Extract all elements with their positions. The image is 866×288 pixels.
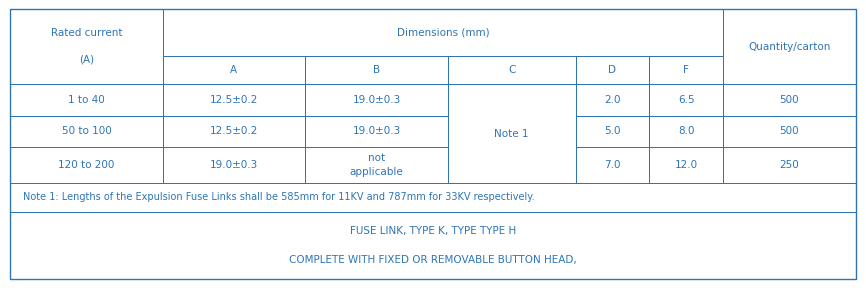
Text: 6.5: 6.5 (678, 95, 695, 105)
Text: 50 to 100: 50 to 100 (61, 126, 112, 136)
Text: F: F (683, 65, 689, 75)
Bar (650, 56, 723, 84)
Text: not
applicable: not applicable (350, 154, 404, 177)
Bar (10, 115, 163, 147)
Bar (305, 56, 448, 84)
Text: Quantity/carton: Quantity/carton (748, 41, 830, 52)
Bar (163, 56, 305, 84)
Text: 19.0±0.3: 19.0±0.3 (210, 160, 258, 170)
Bar (576, 56, 650, 84)
Text: 7.0: 7.0 (604, 160, 621, 170)
Bar (448, 56, 576, 84)
Bar (650, 147, 723, 183)
Bar (650, 84, 723, 115)
Text: FUSE LINK, TYPE K, TYPE TYPE H: FUSE LINK, TYPE K, TYPE TYPE H (350, 226, 516, 236)
Text: 12.5±0.2: 12.5±0.2 (210, 95, 258, 105)
Text: 120 to 200: 120 to 200 (58, 160, 115, 170)
Bar (576, 115, 650, 147)
Text: Dimensions (mm): Dimensions (mm) (397, 27, 489, 37)
Text: 19.0±0.3: 19.0±0.3 (352, 95, 401, 105)
Bar (163, 9, 723, 56)
Text: 2.0: 2.0 (604, 95, 621, 105)
Bar (305, 147, 448, 183)
Bar (10, 183, 856, 212)
Bar (576, 147, 650, 183)
Bar (10, 84, 163, 115)
Text: 500: 500 (779, 126, 799, 136)
Bar (448, 84, 576, 183)
Text: A: A (230, 65, 237, 75)
Text: 5.0: 5.0 (604, 126, 621, 136)
Bar (10, 147, 163, 183)
Text: 250: 250 (779, 160, 799, 170)
Bar (723, 84, 856, 115)
Bar (163, 115, 305, 147)
Bar (305, 84, 448, 115)
Bar (576, 84, 650, 115)
Text: Note 1: Note 1 (494, 129, 529, 139)
Text: Rated current

(A): Rated current (A) (51, 28, 122, 65)
Bar (723, 147, 856, 183)
Bar (305, 115, 448, 147)
Text: 1 to 40: 1 to 40 (68, 95, 105, 105)
Text: COMPLETE WITH FIXED OR REMOVABLE BUTTON HEAD,: COMPLETE WITH FIXED OR REMOVABLE BUTTON … (289, 255, 577, 266)
Bar (723, 9, 856, 84)
Text: C: C (508, 65, 515, 75)
Text: 12.0: 12.0 (675, 160, 698, 170)
Bar (163, 147, 305, 183)
Text: Note 1: Lengths of the Expulsion Fuse Links shall be 585mm for 11KV and 787mm fo: Note 1: Lengths of the Expulsion Fuse Li… (23, 192, 535, 202)
Bar (10, 9, 163, 84)
Text: 12.5±0.2: 12.5±0.2 (210, 126, 258, 136)
Text: 8.0: 8.0 (678, 126, 695, 136)
Text: D: D (608, 65, 617, 75)
Bar (650, 115, 723, 147)
Bar (163, 84, 305, 115)
Text: 500: 500 (779, 95, 799, 105)
Bar (723, 115, 856, 147)
Text: B: B (373, 65, 380, 75)
Text: 19.0±0.3: 19.0±0.3 (352, 126, 401, 136)
Bar (10, 212, 856, 279)
